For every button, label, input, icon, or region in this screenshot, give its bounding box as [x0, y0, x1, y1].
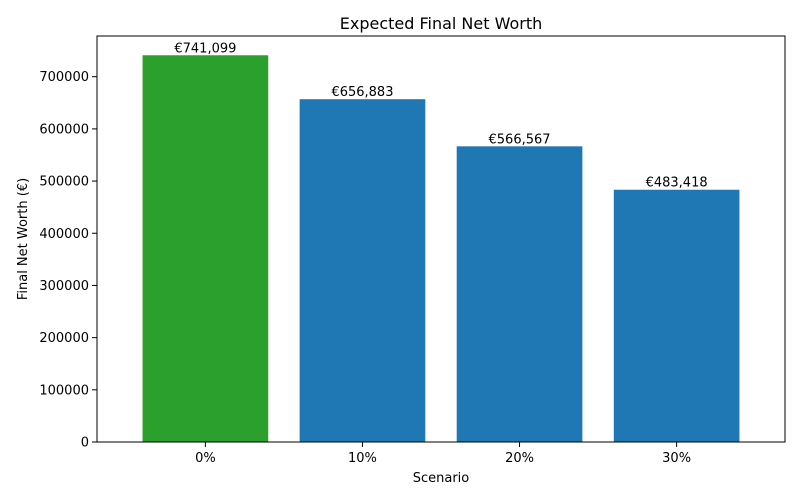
x-tick-label: 0% — [195, 451, 216, 466]
x-tick-label: 30% — [662, 451, 691, 466]
y-tick-label: 700000 — [39, 70, 89, 85]
x-axis-label: Scenario — [413, 471, 470, 486]
y-axis-label: Final Net Worth (€) — [16, 178, 31, 300]
y-tick-label: 200000 — [39, 331, 89, 346]
bar-10pct — [299, 99, 426, 442]
bar-0pct — [142, 55, 269, 442]
y-tick-label: 300000 — [39, 279, 89, 294]
bar-20pct — [456, 146, 583, 443]
data-label: €483,418 — [646, 176, 708, 191]
x-tick-label: 10% — [348, 451, 377, 466]
plot-area: 0 100000 200000 300000 400000 500000 600000 700… — [39, 41, 740, 466]
data-label: €566,567 — [489, 132, 551, 147]
chart-title: Expected Final Net Worth — [340, 14, 543, 33]
y-tick-label: 400000 — [39, 227, 89, 242]
plot-frame — [96, 35, 786, 443]
y-tick-label: 0 — [81, 436, 89, 451]
x-tick-label: 20% — [505, 451, 534, 466]
bar-30pct — [613, 189, 740, 442]
y-tick-label: 100000 — [39, 383, 89, 398]
data-label: €741,099 — [174, 41, 236, 56]
y-tick-label: 600000 — [39, 122, 89, 137]
data-label: €656,883 — [331, 85, 393, 100]
y-tick-label: 500000 — [39, 175, 89, 190]
